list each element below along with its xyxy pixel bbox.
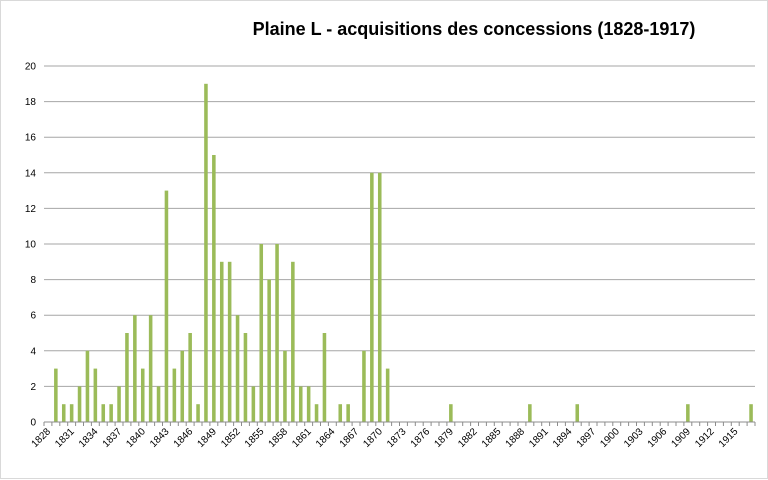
bar-1865 bbox=[338, 404, 343, 422]
bar-1857 bbox=[275, 244, 279, 422]
x-tick-label: 1852 bbox=[219, 426, 243, 450]
x-tick-label: 1837 bbox=[101, 426, 125, 450]
gridlines bbox=[44, 65, 755, 387]
bar-1879 bbox=[449, 404, 453, 422]
y-tick-label: 20 bbox=[25, 62, 37, 73]
x-tick-label: 1888 bbox=[504, 426, 528, 450]
bar-1834 bbox=[93, 368, 98, 422]
bar-1869 bbox=[370, 172, 374, 422]
x-tick-label: 1846 bbox=[172, 426, 196, 450]
bar-1845 bbox=[180, 350, 185, 422]
bar-1868 bbox=[362, 350, 366, 422]
bar-1844 bbox=[172, 368, 177, 422]
x-tick-label: 1882 bbox=[456, 426, 480, 450]
bar-1829 bbox=[54, 368, 58, 422]
x-tick-label: 1900 bbox=[598, 426, 622, 450]
x-tick-label: 1840 bbox=[124, 426, 148, 450]
x-tick-label: 1915 bbox=[717, 426, 741, 450]
bar-1852 bbox=[235, 315, 240, 422]
x-tick-label: 1873 bbox=[385, 426, 409, 450]
x-tick-label: 1894 bbox=[551, 426, 575, 450]
x-tick-label: 1906 bbox=[646, 426, 670, 450]
x-tick-label: 1879 bbox=[432, 426, 456, 450]
bar-1847 bbox=[196, 404, 200, 422]
bar-1830 bbox=[61, 404, 66, 422]
bar-1866 bbox=[346, 404, 350, 422]
x-tick-label: 1912 bbox=[693, 426, 717, 450]
x-tick-label: 1885 bbox=[480, 426, 504, 450]
bar-1860 bbox=[298, 386, 303, 422]
y-tick-label: 8 bbox=[30, 275, 36, 286]
bar-1855 bbox=[259, 244, 264, 422]
y-tick-label: 14 bbox=[25, 168, 37, 179]
bar-1840 bbox=[140, 368, 145, 422]
bar-1843 bbox=[164, 190, 169, 422]
x-tick-labels: 1828 1831 1834 1837 1840 1843 1846 1849 1852 1855… bbox=[30, 426, 741, 450]
bar-1841 bbox=[148, 315, 153, 422]
bar-1835 bbox=[101, 404, 106, 422]
x-axis bbox=[43, 421, 756, 426]
bar-1842 bbox=[156, 386, 161, 422]
y-tick-label: 2 bbox=[30, 382, 36, 393]
bar-1862 bbox=[314, 404, 319, 422]
bar-1850 bbox=[219, 261, 224, 422]
bar-1849 bbox=[212, 155, 216, 422]
x-tick-label: 1849 bbox=[195, 426, 219, 450]
bar-1854 bbox=[251, 386, 256, 422]
bars bbox=[54, 83, 753, 423]
y-tick-label: 4 bbox=[30, 346, 36, 357]
bar-1833 bbox=[85, 350, 90, 422]
bar-1853 bbox=[243, 333, 248, 422]
bar-1838 bbox=[125, 333, 129, 422]
bar-1859 bbox=[291, 261, 295, 422]
bar-1846 bbox=[188, 333, 192, 422]
bar-1831 bbox=[69, 404, 74, 422]
x-tick-label: 1876 bbox=[409, 426, 433, 450]
x-tick-label: 1870 bbox=[361, 426, 385, 450]
bar-1858 bbox=[283, 350, 287, 422]
x-tick-label: 1867 bbox=[338, 426, 362, 450]
y-tick-label: 0 bbox=[30, 418, 36, 429]
x-tick-label: 1843 bbox=[148, 426, 172, 450]
x-tick-label: 1897 bbox=[575, 426, 599, 450]
x-tick-label: 1864 bbox=[314, 426, 338, 450]
bar-1837 bbox=[117, 386, 121, 422]
bar-1851 bbox=[227, 261, 232, 422]
x-tick-label: 1891 bbox=[527, 426, 551, 450]
bar-1871 bbox=[385, 368, 390, 422]
bar-1848 bbox=[204, 83, 208, 423]
x-tick-label: 1858 bbox=[267, 426, 291, 450]
x-tick-label: 1828 bbox=[30, 426, 54, 450]
y-tick-label: 6 bbox=[30, 311, 36, 322]
x-tick-label: 1834 bbox=[77, 426, 101, 450]
x-tick-label: 1909 bbox=[669, 426, 693, 450]
bar-1836 bbox=[109, 404, 113, 422]
chart-title: Plaine L - acquisitions des concessions … bbox=[252, 19, 696, 39]
bar-1863 bbox=[322, 333, 327, 422]
bar-1839 bbox=[133, 315, 137, 422]
y-tick-label: 16 bbox=[25, 133, 37, 144]
bar-1909 bbox=[686, 404, 690, 422]
bar-1861 bbox=[306, 386, 311, 422]
y-tick-label: 18 bbox=[25, 97, 37, 108]
y-tick-labels: 0 2 4 6 8 10 12 14 16 18 20 bbox=[25, 62, 37, 429]
x-tick-label: 1831 bbox=[53, 426, 77, 450]
y-tick-label: 12 bbox=[25, 204, 37, 215]
bar-1889 bbox=[528, 404, 532, 422]
bar-1870 bbox=[377, 172, 382, 422]
y-tick-label: 10 bbox=[25, 240, 37, 251]
x-tick-label: 1855 bbox=[243, 426, 267, 450]
bar-1895 bbox=[575, 404, 580, 422]
bar-1856 bbox=[267, 279, 271, 422]
bar-1832 bbox=[77, 386, 82, 422]
x-tick-label: 1861 bbox=[290, 426, 314, 450]
bar-1917 bbox=[749, 404, 753, 422]
x-tick-label: 1903 bbox=[622, 426, 646, 450]
